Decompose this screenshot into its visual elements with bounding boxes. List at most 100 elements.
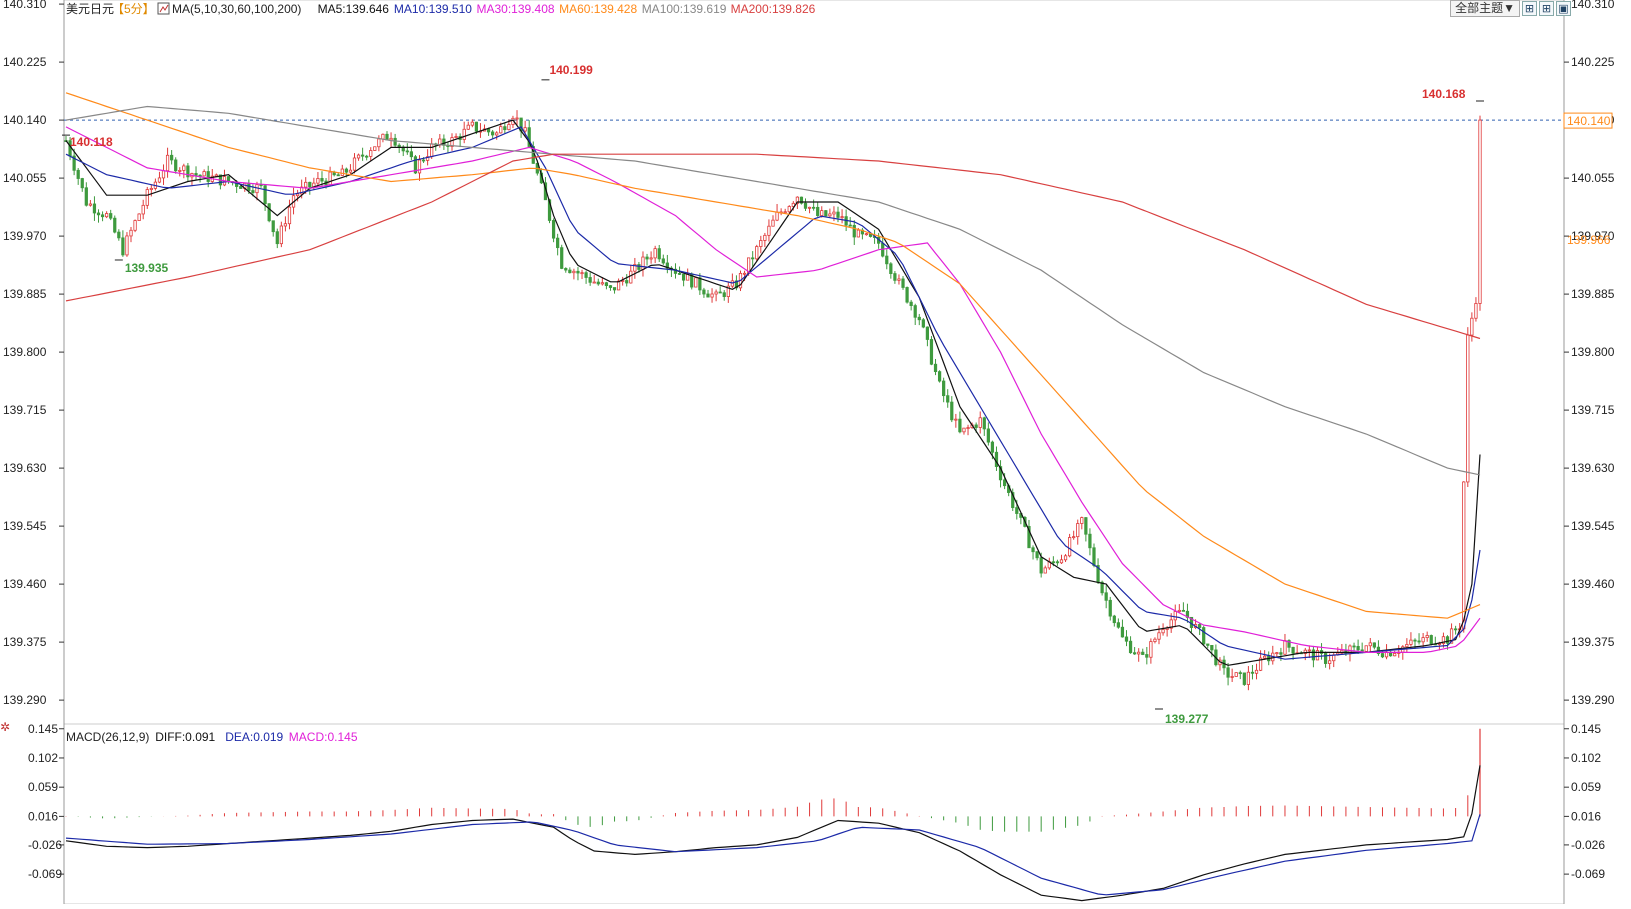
candle-down [929, 339, 934, 365]
candle-up [149, 187, 153, 190]
macd-y-ticks: 0.145 0.145 0.102 0.102 0.059 0.059 0.016 0.016… [28, 722, 1605, 881]
y-tick-label: 139.545 [3, 519, 47, 533]
candle-up [430, 143, 434, 158]
candle-up [795, 196, 799, 204]
candle-up [649, 257, 653, 260]
candle-down [1356, 645, 1360, 651]
candle-up [450, 137, 454, 147]
y-tick-label: 139.460 [3, 577, 47, 591]
candle-up [1340, 649, 1344, 654]
candle-up [137, 213, 141, 221]
candle-up [840, 216, 844, 219]
candle-down [1112, 615, 1116, 624]
candle-down [174, 159, 178, 172]
candle-up [1474, 303, 1478, 319]
macd-tick-label-right: -0.026 [1571, 838, 1605, 852]
theme-selector-button[interactable]: 全部主题▼ [1450, 0, 1520, 17]
candle-up [763, 234, 767, 241]
candle-up [316, 178, 320, 184]
grid-icon[interactable]: ⊞ [1522, 1, 1537, 16]
candle-up [1328, 660, 1332, 664]
candle-down [604, 282, 609, 287]
candle-down [1051, 561, 1055, 564]
candle-up [499, 126, 503, 134]
y-tick-label-right: 140.310 [1571, 0, 1615, 11]
candle-down [1198, 624, 1202, 628]
candle-down [564, 268, 568, 271]
candle-down [1372, 642, 1376, 648]
y-tick-label: 139.800 [3, 345, 47, 359]
candle-up [157, 177, 162, 183]
candle-up [694, 277, 698, 288]
candle-down [893, 273, 897, 281]
candle-down [1035, 551, 1039, 559]
candle-down [96, 212, 101, 216]
candle-down [1181, 609, 1186, 612]
candle-down [409, 151, 413, 158]
candle-up [202, 171, 206, 177]
candle-down [393, 137, 397, 146]
candle-up [954, 418, 958, 421]
macd-tick-label: 0.016 [28, 809, 58, 823]
ma-legend-item: MA5:139.646 [318, 2, 390, 16]
candle-up [178, 169, 182, 172]
candle-up [633, 264, 637, 272]
candle-up [1441, 636, 1446, 644]
candle-up [572, 270, 576, 274]
candle-up [369, 150, 373, 157]
candle-down [1311, 649, 1316, 661]
candle-up [381, 133, 385, 140]
candle-up [1173, 611, 1177, 621]
grid-icon[interactable]: ⊞ [1539, 1, 1554, 16]
candle-down [1116, 622, 1120, 628]
candle-down [1031, 547, 1035, 553]
candle-down [637, 264, 641, 270]
candle-up [356, 154, 361, 159]
candle-up [182, 165, 186, 171]
candle-down [1100, 581, 1104, 594]
candle-up [1080, 517, 1084, 524]
period-label[interactable]: 【5分】 [112, 2, 155, 16]
candle-down [1413, 639, 1417, 642]
candles [64, 110, 1482, 691]
macd-tick-label-right: 0.016 [1571, 809, 1601, 823]
candle-up [820, 210, 824, 217]
candle-down [551, 220, 556, 239]
candle-down [1291, 646, 1295, 654]
y-tick-label-right: 139.970 [1571, 229, 1615, 243]
candle-down [1084, 517, 1088, 535]
candle-up [214, 174, 218, 177]
main-pane-border [63, 0, 1565, 725]
candle-down [946, 395, 950, 403]
candle-down [1108, 599, 1112, 617]
candle-down [824, 210, 828, 217]
candle-up [125, 235, 129, 256]
candle-down [421, 159, 426, 162]
candle-up [726, 285, 730, 298]
candle-up [300, 186, 304, 195]
ma-line-ma60 [65, 92, 1481, 619]
candle-up [105, 213, 109, 218]
macd-legend-item: MACD:0.145 [289, 730, 358, 744]
ma-line-ma200 [65, 153, 1481, 340]
candle-down [336, 174, 340, 177]
candle-down [1360, 649, 1364, 652]
candle-up [592, 281, 596, 284]
candle-up [1076, 523, 1080, 538]
chart-frame [63, 0, 1565, 905]
last-high-label: 140.168 [1422, 87, 1466, 101]
candle-down [852, 224, 856, 238]
macd-settings-icon[interactable]: ✲ [0, 720, 10, 734]
window-icon[interactable]: ▣ [1556, 1, 1571, 16]
candle-down [556, 237, 560, 249]
candle-down [247, 183, 251, 191]
candle-down [1055, 561, 1060, 564]
candle-up [495, 132, 499, 136]
candle-down [320, 178, 324, 182]
candle-up [1368, 642, 1372, 647]
candle-up [515, 117, 519, 120]
y-tick-label: 139.885 [3, 287, 47, 301]
candle-up [1364, 645, 1368, 652]
candle-down [365, 155, 369, 158]
candle-down [905, 287, 909, 303]
